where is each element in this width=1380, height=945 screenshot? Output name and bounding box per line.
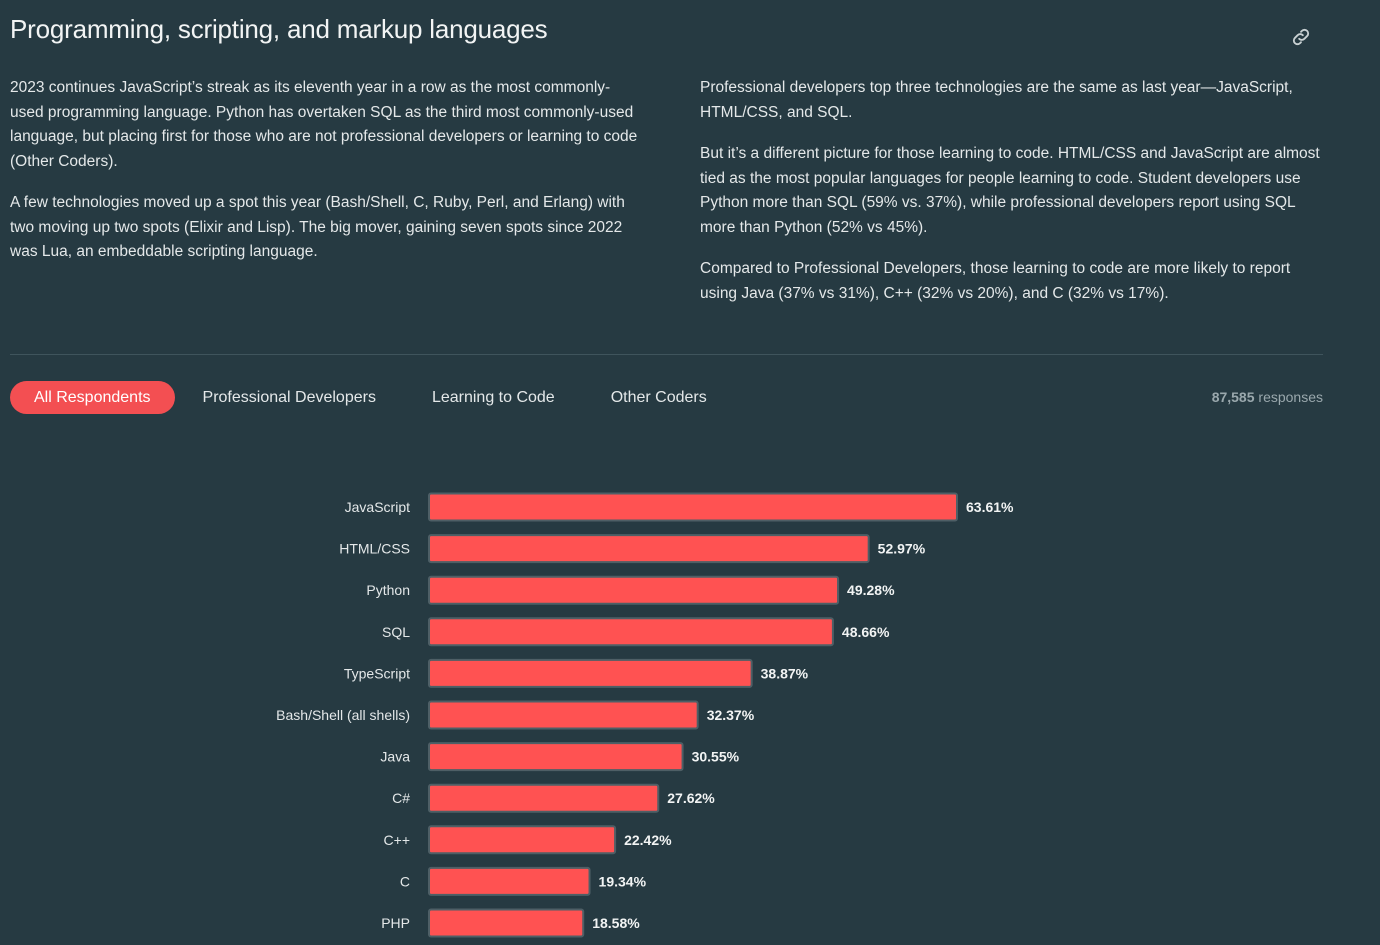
link-icon[interactable] — [1290, 26, 1312, 48]
intro-paragraph: But it’s a different picture for those l… — [700, 145, 1320, 236]
responses-number: 87,585 — [1211, 389, 1255, 405]
bar[interactable] — [428, 783, 660, 813]
bar[interactable] — [428, 658, 753, 688]
intro-paragraph: 2023 continues JavaScript’s streak as it… — [10, 79, 638, 170]
value-label: 49.28% — [847, 582, 895, 598]
category-label: JavaScript — [345, 499, 410, 515]
intro-right-column: Professional developers top three techno… — [700, 76, 1320, 323]
intro-paragraph: Professional developers top three techno… — [700, 79, 1293, 121]
bar[interactable] — [428, 492, 958, 522]
intro-paragraph: A few technologies moved up a spot this … — [10, 194, 625, 260]
responses-label: responses — [1258, 389, 1323, 405]
bar[interactable] — [428, 700, 699, 730]
value-label: 27.62% — [667, 790, 715, 806]
value-label: 32.37% — [707, 707, 755, 723]
bar[interactable] — [428, 825, 617, 855]
respondent-tabs: All Respondents Professional Developers … — [10, 381, 735, 414]
value-label: 22.42% — [624, 832, 672, 848]
section-title: Programming, scripting, and markup langu… — [10, 14, 548, 44]
category-label: C# — [392, 790, 410, 806]
bar[interactable] — [428, 742, 684, 772]
bar[interactable] — [428, 617, 834, 647]
bar[interactable] — [428, 866, 591, 896]
intro-left-column: 2023 continues JavaScript’s streak as it… — [10, 76, 640, 282]
divider — [10, 354, 1323, 355]
category-label: Java — [380, 749, 410, 765]
tab-professional-developers[interactable]: Professional Developers — [202, 389, 376, 406]
category-label: SQL — [382, 624, 410, 640]
tab-other-coders[interactable]: Other Coders — [610, 389, 707, 406]
tab-all-respondents[interactable]: All Respondents — [10, 381, 175, 414]
value-label: 18.58% — [592, 915, 640, 931]
bar[interactable] — [428, 575, 840, 605]
value-label: 38.87% — [761, 665, 809, 681]
category-label: Python — [366, 582, 410, 598]
value-label: 19.34% — [599, 873, 647, 889]
languages-bar-chart: JavaScript 63.61% HTML/CSS 52.97% Python 49.2… — [276, 492, 1014, 938]
value-label: 63.61% — [966, 499, 1014, 515]
intro-paragraph: Compared to Professional Developers, tho… — [700, 260, 1291, 302]
category-label: Bash/Shell (all shells) — [276, 707, 410, 723]
bar[interactable] — [428, 908, 585, 938]
category-label: TypeScript — [344, 665, 410, 681]
responses-count: 87,585 responses — [1212, 389, 1323, 405]
tab-learning-to-code[interactable]: Learning to Code — [431, 389, 555, 406]
value-label: 30.55% — [692, 749, 740, 765]
bar[interactable] — [428, 534, 870, 564]
value-label: 52.97% — [878, 541, 926, 557]
category-label: PHP — [381, 915, 410, 931]
category-label: HTML/CSS — [339, 541, 410, 557]
category-label: C++ — [384, 832, 410, 848]
value-label: 48.66% — [842, 624, 890, 640]
category-label: C — [400, 873, 410, 889]
